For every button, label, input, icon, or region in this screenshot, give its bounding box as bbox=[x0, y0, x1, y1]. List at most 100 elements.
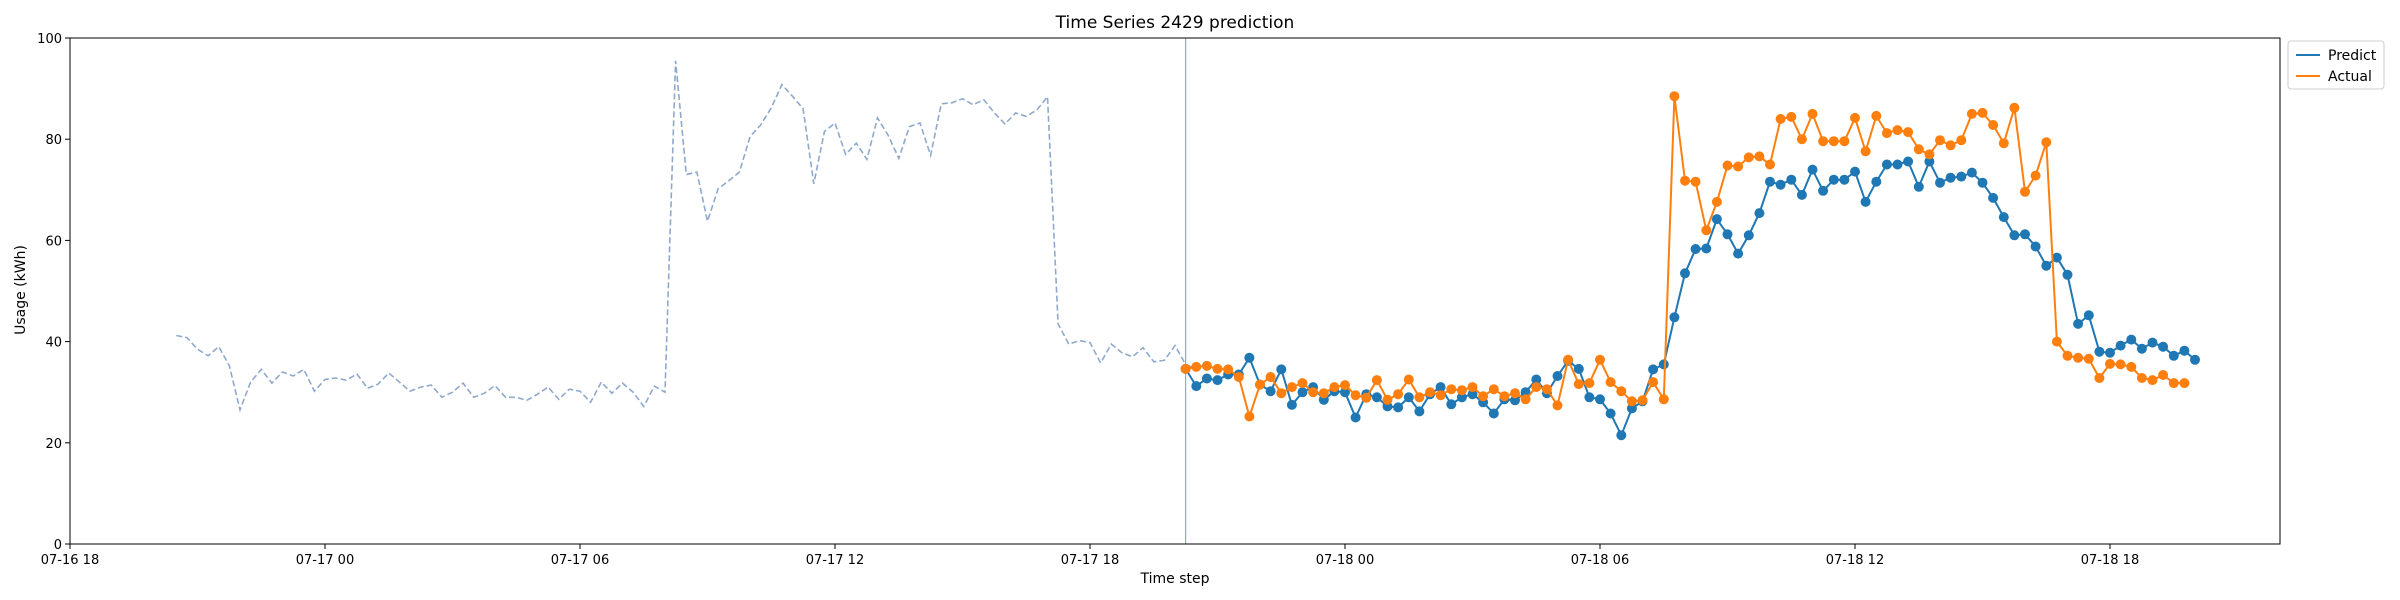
data-point-actual bbox=[1382, 394, 1393, 405]
legend: Predict Actual bbox=[2287, 40, 2385, 90]
series-line-history bbox=[176, 60, 1197, 413]
data-point-actual bbox=[2062, 350, 2073, 361]
data-point-predict bbox=[1467, 389, 1478, 400]
data-point-actual bbox=[1711, 196, 1722, 207]
data-point-actual bbox=[1371, 375, 1382, 386]
data-point-actual bbox=[1531, 382, 1542, 393]
data-point-actual bbox=[1818, 136, 1829, 147]
data-point-actual bbox=[1467, 382, 1478, 393]
data-point-predict bbox=[2147, 337, 2158, 348]
data-point-actual bbox=[1276, 388, 1287, 399]
data-point-predict bbox=[1435, 382, 1446, 393]
data-point-predict bbox=[1701, 243, 1712, 254]
data-point-predict bbox=[1956, 171, 1967, 182]
data-point-predict bbox=[1648, 364, 1659, 375]
data-point-actual bbox=[2147, 375, 2158, 386]
data-point-actual bbox=[2073, 352, 2084, 363]
data-point-actual bbox=[1318, 388, 1329, 399]
data-point-actual bbox=[1255, 379, 1265, 390]
data-point-actual bbox=[1499, 391, 1510, 402]
data-point-predict bbox=[1510, 395, 1520, 406]
data-point-actual bbox=[1223, 364, 1234, 375]
data-point-actual bbox=[1860, 146, 1871, 157]
x-tick-label: 07-18 00 bbox=[1316, 553, 1374, 568]
plot-area bbox=[176, 38, 2200, 544]
axis-ticks: 0 20 40 60 80 100 07-16 18 07-17 00 07-17 06 07-1… bbox=[37, 32, 2139, 568]
data-point-predict bbox=[2126, 334, 2137, 345]
data-point-predict bbox=[1616, 430, 1627, 441]
data-point-predict bbox=[1488, 408, 1499, 419]
x-tick-label: 07-17 18 bbox=[1061, 553, 1119, 568]
data-point-actual bbox=[1871, 110, 1882, 121]
data-point-predict bbox=[1605, 408, 1616, 419]
plot-frame bbox=[69, 37, 2281, 545]
data-point-predict bbox=[1818, 185, 1829, 196]
data-point-predict bbox=[1754, 208, 1765, 219]
data-point-actual bbox=[1626, 396, 1637, 407]
data-point-predict bbox=[1371, 392, 1382, 403]
data-point-actual bbox=[1446, 384, 1457, 395]
x-tick-label: 07-18 12 bbox=[1826, 553, 1884, 568]
data-point-predict bbox=[1871, 176, 1882, 187]
data-point-predict bbox=[1850, 166, 1860, 177]
data-point-actual bbox=[1690, 176, 1701, 187]
data-point-actual bbox=[1244, 411, 1255, 422]
x-tick-label: 07-18 06 bbox=[1571, 553, 1629, 568]
data-point-predict bbox=[1860, 196, 1871, 207]
x-tick-label: 07-16 18 bbox=[41, 553, 99, 568]
data-point-predict bbox=[1966, 167, 1977, 178]
data-point-predict bbox=[1935, 177, 1945, 188]
data-point-actual bbox=[1977, 107, 1988, 118]
data-point-actual bbox=[1212, 363, 1223, 374]
data-point-predict bbox=[1903, 156, 1914, 167]
data-point-actual bbox=[1308, 387, 1319, 398]
data-point-actual bbox=[1935, 135, 1945, 146]
data-point-predict bbox=[2179, 345, 2190, 356]
data-point-actual bbox=[1233, 372, 1244, 382]
x-tick-label: 07-18 18 bbox=[2081, 553, 2139, 568]
series-line-actual bbox=[1185, 96, 2185, 420]
data-point-predict bbox=[1191, 381, 1202, 392]
data-point-actual bbox=[1945, 140, 1956, 151]
data-point-actual bbox=[1340, 380, 1350, 391]
data-point-actual bbox=[2115, 359, 2126, 370]
data-point-actual bbox=[1552, 400, 1563, 411]
data-point-actual bbox=[2083, 353, 2094, 364]
y-tick-label: 20 bbox=[45, 437, 62, 452]
data-point-predict bbox=[1733, 248, 1744, 259]
data-point-predict bbox=[1340, 387, 1350, 398]
data-point-actual bbox=[1616, 386, 1627, 397]
data-point-predict bbox=[1807, 164, 1818, 175]
data-point-actual bbox=[1435, 390, 1446, 401]
data-point-predict bbox=[1286, 399, 1297, 410]
data-point-actual bbox=[2051, 336, 2062, 347]
data-point-actual bbox=[1456, 385, 1467, 396]
x-tick-label: 07-17 12 bbox=[806, 553, 864, 568]
data-point-actual bbox=[1796, 134, 1807, 145]
data-point-predict bbox=[1796, 189, 1807, 200]
data-point-predict bbox=[2105, 347, 2115, 358]
data-point-predict bbox=[1573, 363, 1584, 374]
data-point-predict bbox=[1924, 156, 1935, 167]
data-point-actual bbox=[1329, 382, 1340, 393]
data-point-actual bbox=[1786, 111, 1797, 122]
data-point-predict bbox=[2030, 241, 2041, 252]
data-point-predict bbox=[1743, 230, 1754, 241]
data-point-actual bbox=[1648, 377, 1659, 388]
y-axis-label: Usage (kWh) bbox=[13, 245, 29, 335]
x-tick-label: 07-17 06 bbox=[551, 553, 609, 568]
data-point-actual bbox=[1669, 91, 1680, 102]
data-point-actual bbox=[1265, 372, 1276, 382]
data-point-actual bbox=[1595, 354, 1605, 365]
data-point-actual bbox=[2094, 373, 2105, 383]
data-point-actual bbox=[1775, 114, 1786, 124]
y-tick-label: 0 bbox=[54, 538, 62, 553]
data-point-actual bbox=[1520, 394, 1531, 405]
data-point-actual bbox=[1680, 175, 1690, 186]
data-point-predict bbox=[1892, 159, 1903, 170]
data-point-actual bbox=[1754, 151, 1765, 162]
x-axis-label: Time step bbox=[1140, 571, 1210, 587]
data-point-predict bbox=[1711, 214, 1722, 225]
data-point-predict bbox=[1839, 174, 1850, 185]
